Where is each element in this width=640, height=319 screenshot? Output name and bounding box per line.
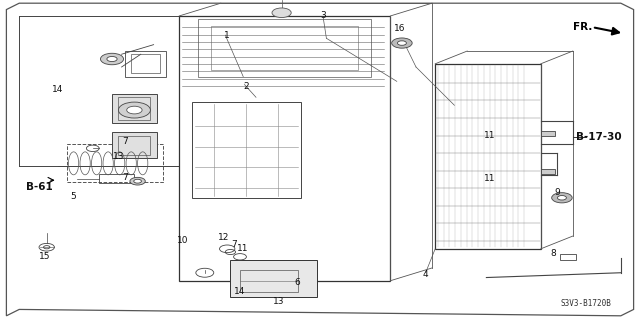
Bar [112, 94, 157, 123]
Bar [131, 54, 160, 73]
Text: 14: 14 [52, 85, 63, 94]
Circle shape [127, 106, 142, 114]
Text: 7: 7 [122, 173, 127, 182]
Text: 16: 16 [394, 24, 406, 33]
Text: 11: 11 [237, 244, 249, 253]
Text: 3: 3 [321, 11, 326, 20]
Bar [541, 169, 555, 174]
Text: 6: 6 [295, 278, 300, 287]
Text: 7: 7 [122, 137, 127, 146]
Text: 14: 14 [234, 287, 246, 296]
Circle shape [392, 38, 412, 48]
Text: 8: 8 [551, 249, 556, 258]
Text: 1: 1 [225, 31, 230, 40]
Text: B-17-30: B-17-30 [575, 132, 621, 142]
Text: 4: 4 [423, 270, 428, 279]
Bar [211, 26, 358, 70]
Text: 10: 10 [177, 236, 188, 245]
Text: 7: 7 [231, 240, 236, 249]
Text: 2: 2 [244, 82, 249, 91]
Polygon shape [6, 3, 634, 316]
Bar [198, 19, 371, 77]
Bar [112, 132, 157, 158]
Circle shape [397, 41, 406, 45]
Bar [179, 16, 390, 281]
Circle shape [100, 53, 124, 65]
Bar [67, 144, 163, 182]
Circle shape [107, 56, 117, 62]
Text: FR.: FR. [573, 22, 592, 32]
Bar [118, 97, 150, 120]
Circle shape [272, 8, 291, 18]
Bar [99, 174, 134, 183]
Text: 5: 5 [71, 192, 76, 201]
Circle shape [134, 179, 141, 183]
Circle shape [118, 102, 150, 118]
Bar [125, 51, 166, 77]
Circle shape [130, 177, 145, 185]
Bar [230, 260, 317, 297]
Text: 12: 12 [218, 233, 230, 242]
Text: 9: 9 [554, 189, 559, 197]
Text: 13: 13 [273, 297, 284, 306]
Circle shape [552, 193, 572, 203]
Text: B-61: B-61 [26, 182, 52, 192]
Bar [541, 131, 555, 136]
Text: 11: 11 [484, 174, 495, 183]
Bar [435, 64, 541, 249]
Circle shape [557, 196, 566, 200]
Text: 11: 11 [484, 131, 495, 140]
Bar [192, 102, 301, 198]
Text: 15: 15 [39, 252, 51, 261]
Text: 13: 13 [113, 152, 124, 161]
Bar [240, 270, 298, 292]
Bar [560, 254, 576, 260]
Text: S3V3-B1720B: S3V3-B1720B [561, 299, 611, 308]
Bar [118, 136, 150, 155]
